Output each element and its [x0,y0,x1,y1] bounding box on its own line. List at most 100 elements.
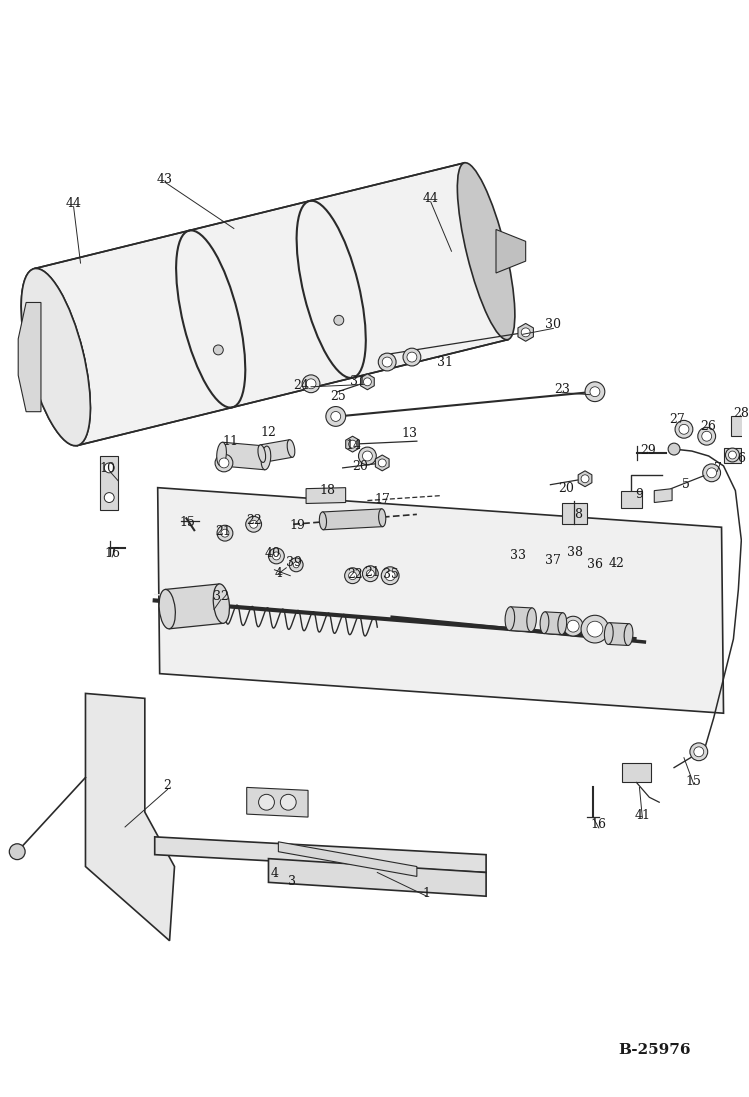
Polygon shape [578,471,592,487]
Text: 20: 20 [558,483,574,495]
Circle shape [249,520,258,529]
Text: 41: 41 [634,808,650,822]
Polygon shape [268,859,486,896]
Ellipse shape [21,269,91,445]
Circle shape [345,568,360,584]
Text: 44: 44 [66,197,82,211]
Text: 5: 5 [682,478,690,491]
Circle shape [729,451,736,459]
Polygon shape [85,693,175,941]
Polygon shape [306,488,345,504]
Circle shape [675,420,693,438]
Polygon shape [509,607,533,632]
Polygon shape [375,455,389,471]
Ellipse shape [319,512,327,530]
Ellipse shape [378,509,386,527]
Text: 21: 21 [365,566,380,579]
Circle shape [217,525,233,541]
Ellipse shape [159,589,175,629]
Polygon shape [260,440,293,463]
Text: 37: 37 [545,554,561,567]
Circle shape [698,428,715,445]
Circle shape [273,552,280,559]
Bar [562,502,587,524]
Text: 11: 11 [223,434,239,448]
Text: 26: 26 [700,420,715,433]
Ellipse shape [22,279,89,436]
Polygon shape [100,456,118,510]
Circle shape [289,558,303,572]
Circle shape [587,621,603,637]
Ellipse shape [258,445,266,463]
Text: 28: 28 [733,407,749,420]
Circle shape [293,562,299,568]
Circle shape [104,493,114,502]
Circle shape [215,454,233,472]
Ellipse shape [261,446,270,470]
Circle shape [363,566,378,581]
Text: 21: 21 [215,524,231,538]
Circle shape [219,457,229,468]
Circle shape [331,411,341,421]
Text: 44: 44 [422,192,439,205]
Text: 9: 9 [635,488,643,501]
Text: 15: 15 [686,774,702,788]
Text: 12: 12 [261,426,276,439]
Text: 6: 6 [737,452,745,465]
Circle shape [378,353,396,371]
Text: 13: 13 [401,427,417,440]
Circle shape [567,620,579,632]
Text: 35: 35 [383,568,399,581]
Text: 31: 31 [437,355,452,369]
Circle shape [326,407,345,427]
Circle shape [378,459,386,467]
Ellipse shape [558,613,567,634]
Circle shape [590,387,600,397]
Circle shape [268,548,285,564]
Text: 4: 4 [274,567,282,580]
Ellipse shape [624,624,633,645]
Text: 43: 43 [157,172,172,185]
Text: 4: 4 [270,867,279,880]
Text: 15: 15 [180,516,195,529]
Ellipse shape [21,269,91,445]
Text: 16: 16 [591,818,607,832]
Circle shape [385,570,395,580]
Polygon shape [34,162,508,445]
Text: 20: 20 [353,461,369,474]
Circle shape [563,617,583,636]
Ellipse shape [213,584,229,623]
Polygon shape [518,324,533,341]
Text: 10: 10 [99,462,115,475]
Circle shape [521,328,530,337]
Text: 24: 24 [293,380,309,393]
Polygon shape [732,417,749,437]
Circle shape [690,743,708,760]
Text: 14: 14 [345,439,362,452]
Text: 25: 25 [330,391,345,404]
Circle shape [302,375,320,393]
Circle shape [348,572,357,579]
Circle shape [581,475,589,483]
Text: 3: 3 [288,875,296,887]
Ellipse shape [527,608,536,632]
Circle shape [359,448,376,465]
Circle shape [702,431,712,441]
Text: 7: 7 [714,462,721,475]
Text: 39: 39 [286,556,302,569]
Text: 27: 27 [669,412,685,426]
Ellipse shape [458,162,515,340]
Circle shape [679,425,689,434]
Polygon shape [655,488,672,502]
Text: 32: 32 [213,590,229,603]
Circle shape [381,567,399,585]
Ellipse shape [287,440,295,457]
Circle shape [9,844,25,860]
Circle shape [703,464,721,482]
Circle shape [363,451,372,461]
Ellipse shape [540,612,549,634]
Circle shape [363,377,372,386]
Text: 16: 16 [104,547,120,561]
Polygon shape [360,374,374,389]
Text: 22: 22 [348,568,363,581]
